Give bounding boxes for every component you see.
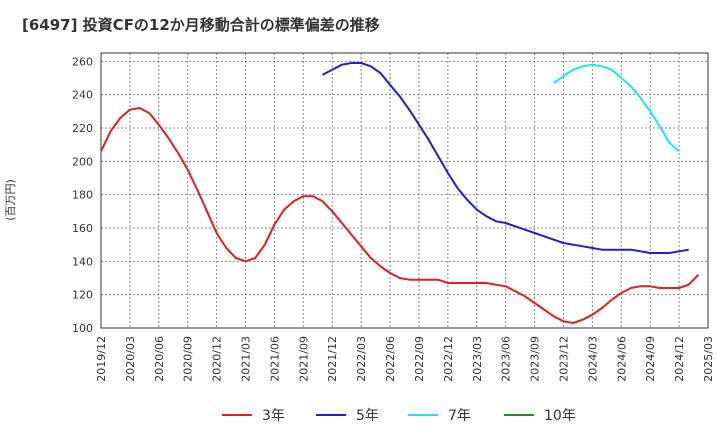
x-tick-label: 2020/06 (153, 336, 166, 382)
x-tick-label: 2022/09 (413, 336, 426, 382)
legend-swatch (408, 414, 438, 416)
legend-item-3: 7年 (408, 406, 471, 424)
y-axis-label: (百万円) (4, 179, 17, 221)
x-tick-label: 2021/03 (240, 336, 253, 382)
y-tick-label: 180 (72, 189, 93, 202)
x-tick-label: 2024/12 (673, 336, 686, 382)
x-tick-label: 2024/03 (586, 336, 599, 382)
x-tick-label: 2020/12 (211, 336, 224, 382)
x-tick-label: 2024/06 (615, 336, 628, 382)
series-line-2 (322, 62, 689, 254)
legend-label: 3年 (262, 408, 285, 424)
x-tick-label: 2023/03 (471, 336, 484, 382)
y-tick-label: 100 (72, 322, 93, 335)
x-tick-label: 2020/03 (124, 336, 137, 382)
chart-title: [6497] 投資CFの12か月移動合計の標準偏差の推移 (22, 16, 380, 34)
y-tick-label: 260 (72, 55, 93, 68)
legend-swatch (316, 414, 346, 416)
chart-plot: 100 120 140 160 180 200 220 240 260 2019/12 2020/0… (4, 52, 715, 382)
x-tick-label: 2023/09 (529, 336, 542, 382)
legend-item-4: 10年 (504, 406, 576, 424)
x-tick-label: 2022/06 (384, 336, 397, 382)
series-line-1 (100, 107, 700, 324)
x-tick-label: 2023/12 (557, 336, 570, 382)
series-line-3 (553, 63, 680, 153)
y-tick-label: 200 (72, 155, 93, 168)
plot-area (101, 53, 708, 328)
plot-frame (100, 52, 709, 329)
x-tick-label: 2021/12 (326, 336, 339, 382)
y-tick-label: 220 (72, 122, 93, 135)
y-tick-label: 140 (72, 255, 93, 268)
x-tick-label: 2022/03 (355, 336, 368, 382)
legend-label: 10年 (544, 408, 576, 424)
x-tick-label: 2020/09 (182, 336, 195, 382)
x-tick-label: 2021/06 (268, 336, 281, 382)
x-tick-label: 2024/09 (644, 336, 657, 382)
y-tick-label: 160 (72, 222, 93, 235)
y-tick-label: 120 (72, 289, 93, 302)
legend-label: 7年 (448, 408, 471, 424)
y-tick-label: 240 (72, 89, 93, 102)
legend-label: 5年 (356, 408, 379, 424)
x-tick-label: 2025/03 (702, 336, 715, 382)
x-tick-label: 2019/12 (95, 336, 108, 382)
x-tick-label: 2021/09 (297, 336, 310, 382)
x-tick-label: 2022/12 (442, 336, 455, 382)
legend-item-2: 5年 (316, 406, 379, 424)
legend-item-1: 3年 (222, 406, 285, 424)
x-tick-label: 2023/06 (500, 336, 513, 382)
legend-swatch (222, 414, 252, 416)
chart-legend: 3年 5年 7年 10年 (0, 400, 720, 430)
legend-swatch (504, 414, 534, 416)
